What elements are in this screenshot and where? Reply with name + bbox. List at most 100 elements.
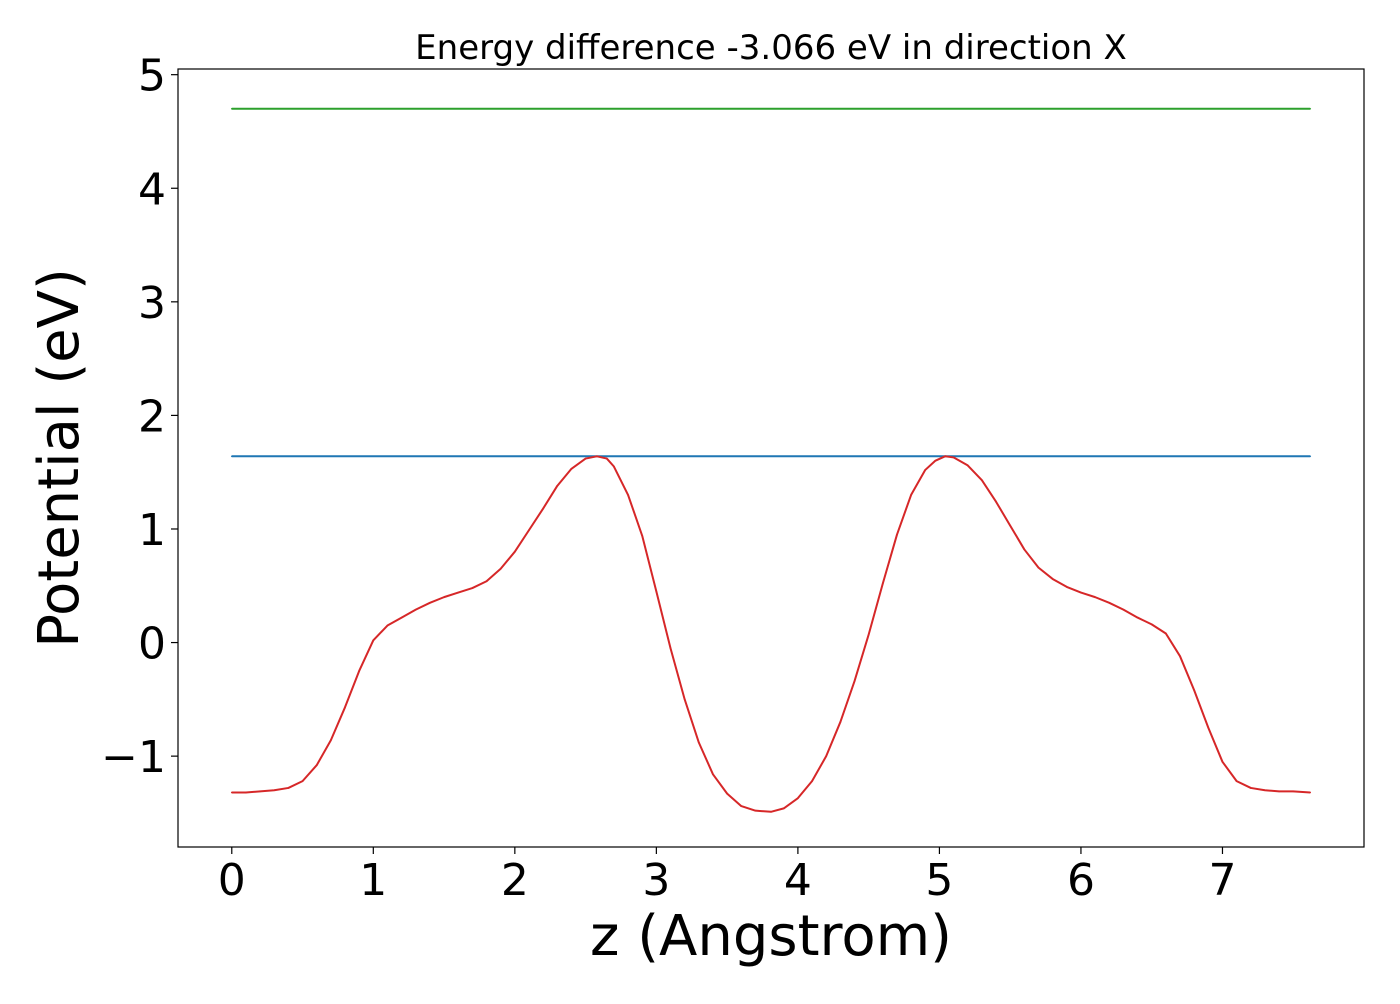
- y-tick-label: −1: [101, 732, 166, 783]
- data-point: [1037, 566, 1040, 569]
- data-point: [372, 639, 375, 642]
- data-point: [882, 582, 884, 585]
- data-point: [944, 455, 946, 458]
- x-tick-label: 1: [359, 855, 387, 906]
- data-point: [499, 567, 502, 570]
- data-point: [414, 608, 417, 611]
- x-tick-label: 2: [501, 855, 529, 906]
- data-point: [1309, 455, 1312, 458]
- data-point: [952, 456, 955, 459]
- x-tick-label: 0: [218, 855, 246, 906]
- data-point: [811, 780, 813, 782]
- data-point: [613, 465, 615, 468]
- data-point: [924, 469, 927, 471]
- data-point: [315, 764, 318, 767]
- data-point: [1009, 524, 1011, 527]
- data-point: [853, 680, 856, 682]
- data-point: [230, 455, 233, 458]
- data-point: [655, 590, 658, 593]
- data-point: [740, 805, 743, 807]
- data-point: [542, 507, 544, 510]
- data-point: [330, 739, 332, 742]
- data-point: [245, 791, 247, 794]
- series-2: [230, 455, 1312, 813]
- data-point: [1249, 787, 1252, 789]
- data-point: [669, 647, 672, 650]
- data-point: [485, 580, 488, 583]
- x-axis-ticks: 0 1 2 3 4 5 6 7: [218, 847, 1236, 906]
- y-tick-label: 1: [138, 505, 166, 556]
- plot-area-frame: [177, 68, 1365, 848]
- y-tick-label: 5: [138, 51, 166, 102]
- data-point: [1136, 616, 1139, 619]
- y-tick-label: 3: [138, 278, 166, 329]
- data-point: [627, 494, 629, 496]
- data-point: [1150, 623, 1153, 626]
- x-axis-label: z (Angstrom): [590, 904, 952, 969]
- data-point: [1221, 761, 1224, 763]
- data-point: [712, 773, 714, 776]
- data-point: [273, 789, 276, 792]
- data-point: [443, 596, 445, 598]
- x-tick-label: 7: [1208, 855, 1236, 906]
- data-point: [1235, 780, 1238, 782]
- data-point: [726, 792, 728, 795]
- data-point: [966, 464, 969, 467]
- series-0: [230, 107, 1312, 110]
- data-point: [457, 591, 460, 594]
- x-tick-label: 4: [784, 855, 812, 906]
- data-point: [1292, 790, 1295, 793]
- data-point: [556, 485, 559, 487]
- data-point: [230, 791, 233, 794]
- data-point: [1278, 790, 1280, 793]
- data-point: [867, 633, 870, 636]
- data-point: [358, 670, 360, 672]
- data-point: [910, 494, 912, 496]
- y-axis-label: Potential (eV): [27, 268, 92, 648]
- x-tick-label: 6: [1067, 855, 1095, 906]
- data-point: [528, 529, 530, 531]
- data-point: [698, 741, 700, 744]
- data-point: [1051, 578, 1054, 580]
- data-point: [1094, 596, 1096, 598]
- data-point: [1309, 107, 1312, 110]
- data-point: [344, 706, 346, 709]
- data-point: [429, 602, 431, 604]
- data-point: [596, 455, 598, 458]
- data-point: [584, 457, 587, 460]
- chart-title: Energy difference -3.066 eV in direction…: [415, 28, 1127, 68]
- data-point: [1108, 602, 1111, 604]
- data-point: [1179, 655, 1181, 657]
- series-1: [230, 455, 1312, 458]
- y-tick-label: 4: [138, 164, 166, 215]
- data-point: [825, 755, 827, 757]
- y-axis-ticks: −1 0 1 2 3 4 5: [101, 51, 178, 783]
- y-tick-label: 0: [138, 619, 166, 670]
- data-point: [301, 780, 304, 782]
- data-point: [839, 721, 842, 723]
- data-point: [1065, 586, 1068, 588]
- data-point: [683, 698, 686, 701]
- data-point: [754, 809, 757, 812]
- data-point: [1165, 632, 1167, 635]
- data-point: [797, 797, 799, 799]
- y-tick-label: 2: [138, 391, 166, 442]
- data-point: [570, 467, 573, 470]
- data-point: [514, 550, 516, 553]
- data-point: [995, 500, 997, 503]
- data-point: [471, 587, 474, 589]
- data-point: [1309, 791, 1312, 794]
- data-point: [287, 787, 290, 789]
- data-point: [1207, 726, 1210, 729]
- x-tick-label: 5: [925, 855, 953, 906]
- data-point: [259, 790, 261, 793]
- data-point: [606, 457, 608, 460]
- data-point: [1080, 591, 1082, 594]
- series-layer: [230, 107, 1312, 813]
- data-point: [981, 479, 983, 481]
- data-point: [782, 807, 785, 810]
- data-point: [896, 533, 898, 536]
- x-tick-label: 3: [642, 855, 670, 906]
